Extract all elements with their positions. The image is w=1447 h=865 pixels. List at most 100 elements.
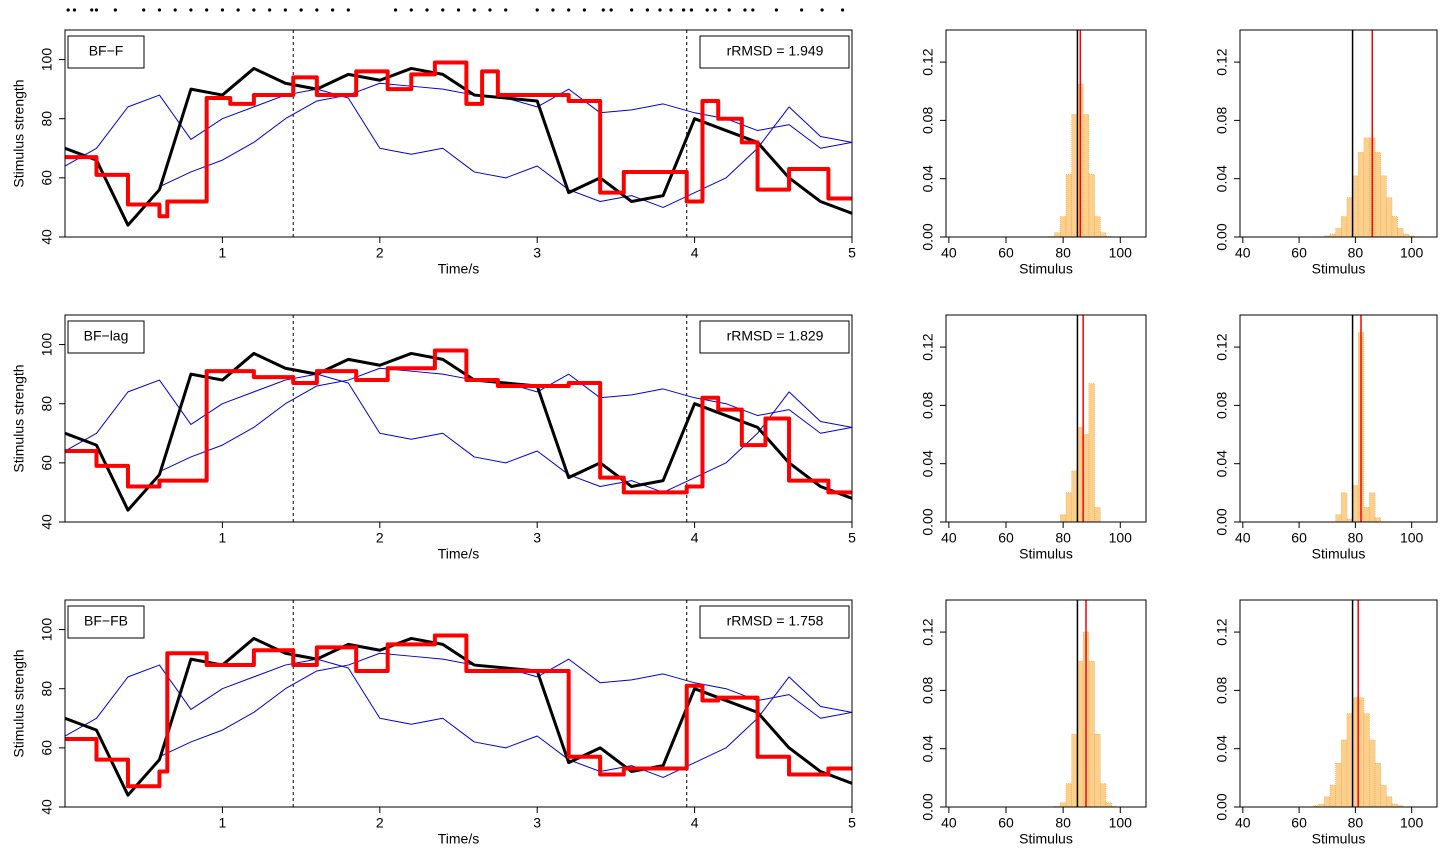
bar [1363,137,1370,237]
y-tick-label: 40 [39,799,55,815]
annotation: rRMSD = 1.949 [727,43,824,59]
event-dot [283,8,287,12]
bar [1380,784,1387,807]
x-tick-label: 100 [1109,245,1133,261]
panel: 40 60 80 100 0.00 0.04 0.08 0.12 Stimulus [1214,599,1438,847]
y-tick-label: 0.00 [920,508,936,535]
bar [1357,152,1365,237]
x-tick-label: 40 [941,245,957,261]
event-dot [800,8,804,12]
event-dot [330,8,335,12]
x-tick-label: 40 [1235,815,1251,831]
bar [1071,114,1078,237]
bar [1391,216,1398,237]
x-tick-label: 100 [1109,530,1133,546]
event-dot [504,8,508,12]
event-dot [582,8,587,12]
y-tick-label: 0.04 [1214,450,1230,477]
x-tick-label: 60 [998,245,1014,261]
bar [1346,197,1353,237]
event-dot [645,8,649,12]
bar [1105,802,1113,807]
bar [1324,796,1331,807]
label-box [67,320,145,354]
bar [1374,152,1382,237]
event-dot [393,8,398,12]
plot-frame [945,29,1147,238]
y-tick-label: 0.12 [1214,48,1230,75]
bar [1341,492,1348,522]
event-dot [689,8,694,12]
event-dot [409,8,413,12]
plot-frame [945,599,1147,808]
annotation-box [699,320,850,354]
bar [1352,697,1359,807]
y-tick-label: 0.00 [920,223,936,250]
bar [1071,733,1078,807]
x-tick-label: 3 [533,530,541,546]
x-axis-label: Time/s [438,261,479,277]
x-tick-label: 2 [376,245,384,261]
y-tick-label: 0.00 [1214,508,1230,535]
x-tick-label: 3 [533,815,541,831]
bar [1386,796,1393,807]
bar [1088,174,1095,237]
plot-frame [1239,599,1438,808]
y-tick-label: 80 [39,681,55,697]
bar [1374,517,1382,522]
event-dot [173,8,177,12]
event-dot [299,8,303,12]
bar [1071,470,1078,522]
x-axis-label: Stimulus [1312,831,1366,847]
y-tick-label: 60 [39,740,55,756]
x-tick-label: 40 [941,530,957,546]
event-dot [205,8,209,12]
plot-frame [64,599,853,808]
y-tick-label: 0.00 [1214,223,1230,250]
panel: 1 2 3 4 5 40 60 80 100 Time/s Stimulus strength BF−… [11,8,856,277]
x-tick-label: 60 [1291,815,1307,831]
bar [1352,485,1359,522]
y-tick-label: 40 [39,229,55,245]
event-dot [630,8,634,12]
x-axis-label: Stimulus [1019,831,1073,847]
event-dot [609,8,613,12]
y-tick-label: 80 [39,111,55,127]
event-dot [142,8,146,12]
y-tick-label: 0.08 [920,107,936,134]
plot-frame [1239,314,1438,523]
x-tick-label: 2 [376,530,384,546]
x-tick-label: 5 [848,530,856,546]
y-axis-label: Stimulus strength [11,364,27,472]
bar [1408,235,1415,237]
bar [1369,492,1376,522]
line [65,88,852,208]
bar [1082,434,1090,522]
y-tick-label: 0.12 [920,618,936,645]
line [65,351,852,512]
x-tick-label: 4 [691,530,699,546]
x-tick-label: 80 [1055,245,1071,261]
bar [1094,733,1101,807]
x-axis-label: Stimulus [1019,546,1073,562]
bar [1397,227,1404,237]
event-dot [535,8,539,12]
panel-label: BF−lag [84,328,129,344]
y-tick-label: 0.12 [920,333,936,360]
bar [1380,175,1387,237]
bar [1363,507,1370,522]
annotation-box [699,35,850,69]
line [65,373,852,493]
event-dot [346,8,350,12]
y-tick-label: 40 [39,514,55,530]
event-dot [189,8,193,12]
x-tick-label: 4 [691,245,699,261]
bar [1077,660,1084,807]
y-tick-label: 60 [39,455,55,471]
x-tick-label: 40 [941,815,957,831]
event-dot [658,8,662,12]
x-tick-label: 100 [1400,245,1424,261]
y-tick-label: 0.00 [920,793,936,820]
x-tick-label: 5 [848,815,856,831]
y-tick-label: 100 [39,48,55,72]
